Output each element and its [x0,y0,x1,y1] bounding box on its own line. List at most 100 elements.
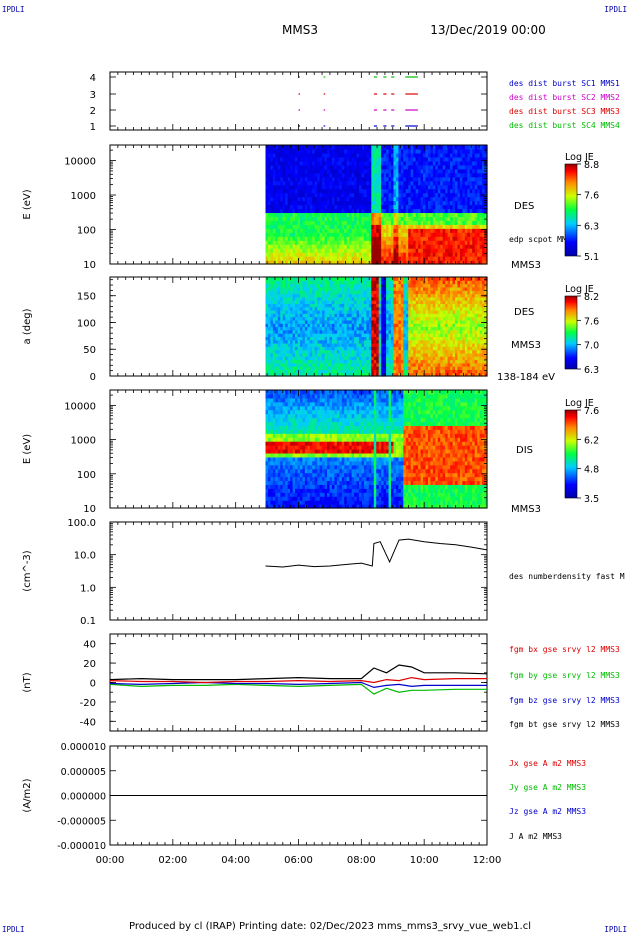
des_pitch-cell [327,300,331,304]
des_pitch-cell [331,369,336,374]
des_energy-cell [386,220,390,225]
des_pitch-cell [282,366,286,370]
des_energy-cell [420,180,424,186]
des_pitch-cell [371,366,375,370]
des_energy-cell [405,248,409,253]
des_energy-cell [280,252,284,257]
des_energy-cell [341,172,345,178]
des_energy-cell [432,224,436,229]
des_pitch-cell [423,283,427,288]
des_energy-cell [408,256,412,261]
des_energy-cell [280,148,284,154]
des_pitch-cell [349,319,353,324]
des_pitch-cell [381,310,385,314]
des_pitch-cell [272,313,276,318]
des_pitch-cell [366,356,370,361]
des_energy-cell [440,212,444,217]
des_energy-cell [464,152,468,158]
des_energy-cell [371,164,375,170]
des_pitch-cell [272,336,276,341]
des_energy-cell [445,168,449,174]
des_energy-cell [467,208,471,214]
des_energy-cell [354,248,358,253]
des_energy-cell [423,172,427,178]
des_pitch-cell [354,333,358,337]
des_energy-cell [381,212,385,217]
des_pitch-cell [339,323,343,328]
des_energy-cell [408,164,412,170]
des_energy-cell [408,152,412,158]
des_pitch-cell [403,280,407,285]
des_energy-cell [297,168,301,174]
des_pitch-cell [361,280,365,285]
des_energy-cell [450,232,454,237]
des_pitch-cell [356,329,360,334]
des_pitch-cell [339,290,343,295]
des_energy-cell [457,208,461,214]
des_energy-cell [267,252,272,257]
des_energy-cell [482,208,486,214]
des_energy-cell [484,204,488,210]
des_pitch-cell [400,296,404,301]
des_energy-cell [381,220,385,225]
des_energy-cell [339,148,343,154]
des_pitch-cell [391,283,395,288]
des_energy-cell [267,172,272,178]
des_pitch-cell [272,306,276,311]
des_energy-cell [474,244,478,249]
des_pitch-cell [359,349,363,354]
des_energy-cell [391,152,395,158]
des_energy-cell [484,176,488,182]
des_energy-cell [413,232,417,237]
des_energy-cell [447,248,451,253]
des_pitch-cell [319,277,323,281]
des_energy-cell [322,200,326,206]
des_pitch-cell [331,333,336,337]
des_energy-cell [285,216,289,221]
des_energy-cell [413,248,417,253]
des_pitch-cell [309,329,313,334]
des_energy-cell [459,256,463,261]
des_pitch-cell [297,369,301,374]
des_energy-cell [464,240,468,245]
des_energy-cell [270,208,274,214]
des_energy-cell [440,224,444,229]
des_pitch-cell [403,313,407,318]
des_pitch-cell [393,303,397,308]
des_energy-cell [462,168,466,174]
des_energy-cell [430,220,434,225]
des_pitch-cell [351,300,355,304]
des_pitch-cell [363,306,368,311]
des_energy-cell [393,192,397,198]
des_energy-cell [395,152,399,158]
des_energy-cell [472,204,476,210]
des_energy-cell [324,148,328,154]
des_energy-cell [299,256,304,261]
des_pitch-cell [408,283,412,288]
des_energy-cell [452,216,456,221]
burst-ytick-label: 2 [90,106,96,117]
des_energy-cell [477,145,481,150]
des_pitch-cell [410,316,414,321]
des_energy-cell [287,212,291,217]
des_pitch-cell [371,349,375,354]
des_energy-cell [420,172,424,178]
des_energy-cell [299,164,304,170]
des_energy-cell [272,232,276,237]
des_energy-cell [368,164,372,170]
des_pitch-cell [292,346,296,351]
des_energy-cell [327,188,331,194]
des_energy-cell [292,180,296,186]
des_pitch-cell [346,329,350,334]
des_pitch-cell [346,277,350,281]
des_energy-cell [344,216,348,221]
des_pitch-cell [290,296,294,301]
des_pitch-cell [356,362,360,367]
des_energy-cell [425,172,429,178]
des_pitch-cell [386,326,390,331]
des_energy-cell [464,228,468,233]
des_energy-cell [356,212,360,217]
des_pitch-cell [317,346,321,351]
des_pitch-cell [275,316,279,321]
des_pitch-cell [270,300,274,304]
